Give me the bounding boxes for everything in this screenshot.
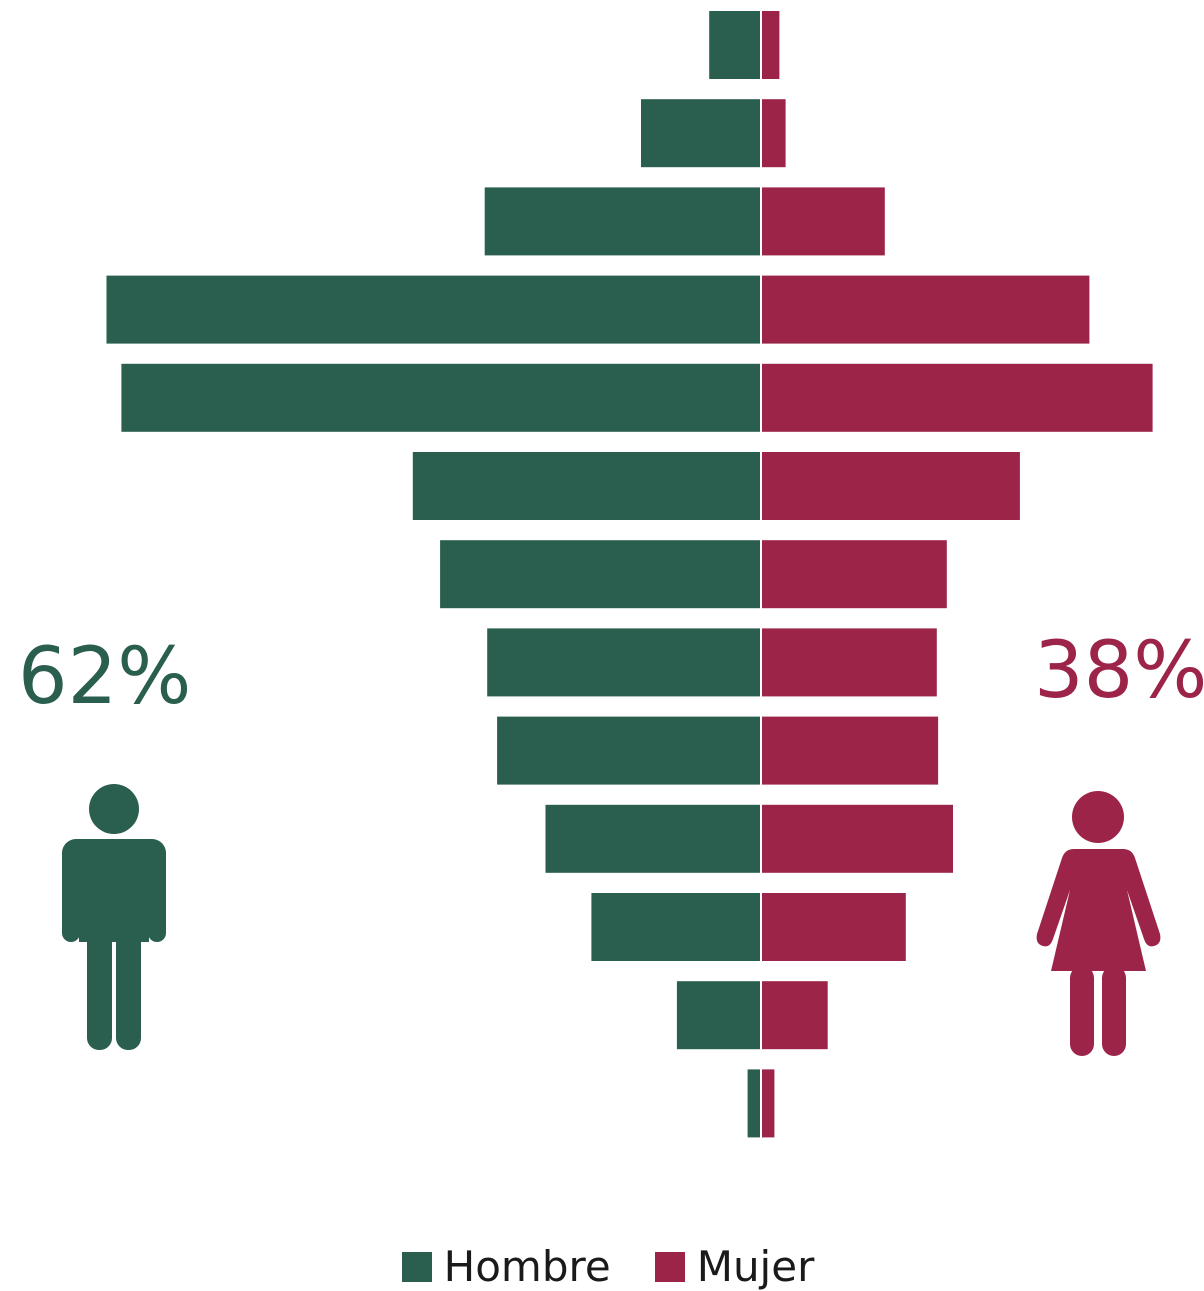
bar-male-8 (487, 628, 760, 697)
legend-item-female: Mujer (654, 1242, 815, 1291)
male-bars (106, 11, 760, 1138)
bar-female-2 (762, 99, 786, 168)
man-icon (62, 784, 166, 1050)
legend-swatch-female (654, 1251, 685, 1282)
legend: Hombre Mujer (0, 1242, 1204, 1291)
legend-swatch-male (401, 1251, 432, 1282)
female-percentage: 38% (1034, 626, 1204, 716)
woman-icon (1036, 791, 1161, 1056)
bar-male-3 (484, 187, 760, 256)
bar-female-12 (762, 981, 828, 1050)
bar-male-10 (545, 804, 760, 873)
bar-female-5 (762, 363, 1153, 432)
female-bars (762, 11, 1153, 1138)
bar-female-10 (762, 804, 953, 873)
bar-female-9 (762, 716, 939, 785)
bar-male-5 (121, 363, 760, 432)
male-percentage: 62% (18, 632, 192, 722)
bar-female-1 (762, 11, 780, 79)
bar-male-9 (497, 716, 760, 785)
bar-male-6 (412, 452, 760, 520)
legend-label-male: Hombre (443, 1242, 611, 1291)
bar-female-8 (762, 628, 937, 697)
bar-female-13 (762, 1069, 775, 1138)
bar-male-7 (440, 540, 760, 609)
bar-female-3 (762, 187, 885, 256)
bar-male-12 (676, 981, 760, 1050)
bar-female-6 (762, 452, 1020, 520)
bar-male-4 (106, 275, 760, 344)
bar-male-13 (747, 1069, 760, 1138)
bar-male-2 (641, 99, 760, 168)
bar-female-11 (762, 893, 906, 961)
legend-label-female: Mujer (696, 1242, 815, 1291)
bar-male-11 (591, 893, 760, 961)
bar-female-4 (762, 275, 1090, 344)
legend-item-male: Hombre (401, 1242, 611, 1291)
bar-male-1 (709, 11, 760, 79)
bar-female-7 (762, 540, 947, 609)
